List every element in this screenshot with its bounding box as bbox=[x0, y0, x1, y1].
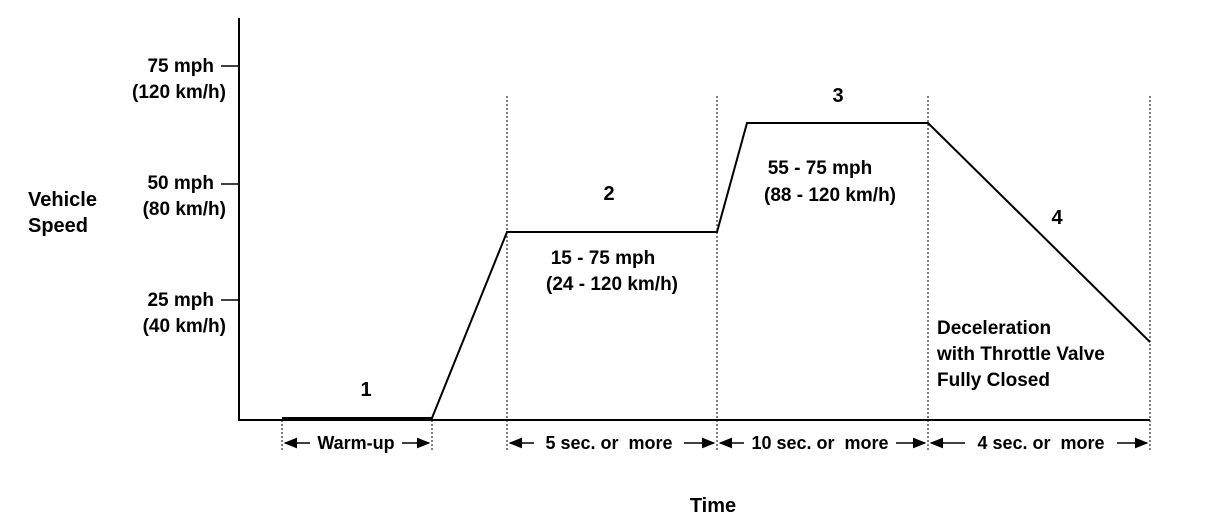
phase-1-number: 1 bbox=[360, 379, 371, 401]
phase-4-number: 4 bbox=[1051, 207, 1063, 229]
speed-profile-line bbox=[282, 122, 1151, 419]
y-tick-25-mph: 25 mph bbox=[147, 290, 214, 311]
phase-1-duration: Warm-up bbox=[317, 433, 394, 453]
phase-2-duration: 5 sec. or more bbox=[545, 433, 672, 453]
phase-3-range-kmh: (88 - 120 km/h) bbox=[764, 185, 896, 206]
phase-2-range-kmh: (24 - 120 km/h) bbox=[546, 274, 678, 295]
phase-3-range-mph: 55 - 75 mph bbox=[768, 158, 873, 179]
phase-3-number: 3 bbox=[832, 85, 843, 107]
y-tick-25-kmh: (40 km/h) bbox=[143, 316, 226, 337]
phase-4-note-line1: Deceleration bbox=[937, 318, 1051, 339]
phase-4-note-line2: with Throttle Valve bbox=[936, 344, 1105, 365]
x-axis-label: Time bbox=[690, 495, 736, 517]
y-axis-label-line1: Vehicle bbox=[28, 189, 97, 211]
y-tick-50-mph: 50 mph bbox=[147, 173, 214, 194]
y-tick-50-kmh: (80 km/h) bbox=[143, 199, 226, 220]
phase-4-duration: 4 sec. or more bbox=[977, 433, 1104, 453]
y-axis-label-line2: Speed bbox=[28, 215, 88, 237]
phase-4-note-line3: Fully Closed bbox=[937, 370, 1050, 391]
phase-2-range-mph: 15 - 75 mph bbox=[551, 248, 656, 269]
phase-2-number: 2 bbox=[603, 183, 614, 205]
y-tick-75-kmh: (120 km/h) bbox=[132, 82, 226, 103]
phase-3-duration: 10 sec. or more bbox=[751, 433, 888, 453]
y-tick-75-mph: 75 mph bbox=[147, 56, 214, 77]
